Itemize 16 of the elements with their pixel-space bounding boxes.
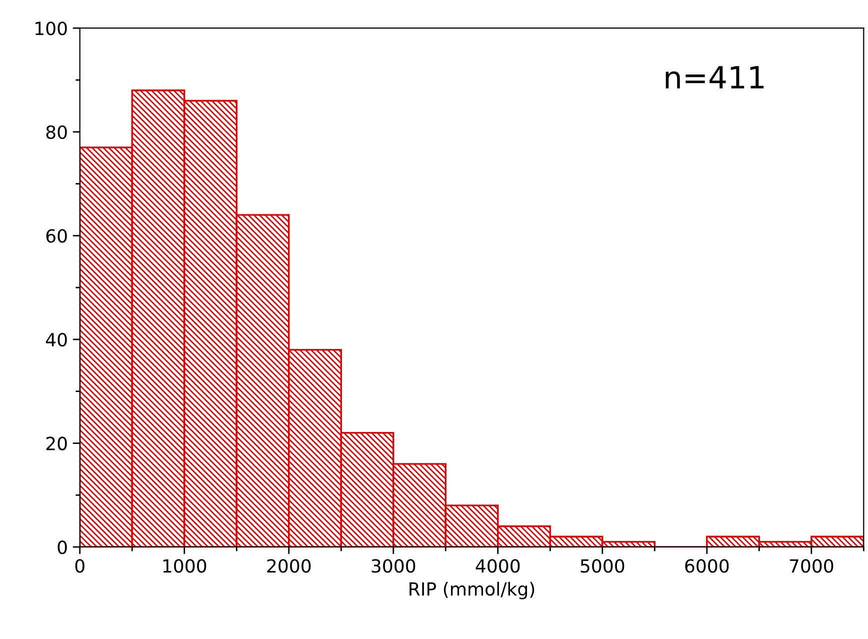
annotation: n=411 <box>666 66 764 88</box>
x-tick-label: 2000 <box>267 559 311 573</box>
y-tick-label: 20 <box>46 436 67 450</box>
x-tick-label: 1000 <box>163 559 206 573</box>
x-tick-label: 5000 <box>580 559 624 573</box>
y-tick-label: 100 <box>36 22 67 36</box>
y-tick-label: 60 <box>46 229 67 243</box>
x-tick-label: 0 <box>75 559 84 573</box>
y-tick-label: 80 <box>46 125 67 140</box>
x-tick-label: 3000 <box>372 559 416 573</box>
x-tick-label: 7000 <box>790 559 834 573</box>
y-tick-label: 0 <box>58 540 67 554</box>
x-tick-label: 4000 <box>476 559 520 573</box>
x-axis-title: RIP (mmol/kg) <box>410 582 534 600</box>
x-tick-label: 6000 <box>685 559 729 573</box>
y-tick-label: 40 <box>46 332 67 347</box>
